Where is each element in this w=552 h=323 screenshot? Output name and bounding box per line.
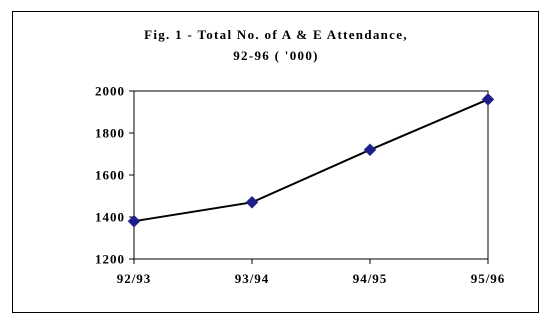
x-tick-label: 92/93 (117, 271, 152, 286)
y-tick-label: 2000 (95, 84, 125, 99)
y-tick-label: 1200 (95, 252, 125, 267)
chart-frame (12, 11, 539, 313)
data-point-marker (481, 93, 495, 106)
data-point-marker (127, 214, 141, 228)
x-tick-label: 94/95 (353, 271, 388, 286)
chart-title-line-2: 92-96 ( '000) (233, 48, 319, 63)
chart-title-line-1: Fig. 1 - Total No. of A & E Attendance, (144, 27, 408, 42)
series-layer (127, 93, 495, 228)
y-tick-label: 1400 (95, 210, 125, 225)
y-tick-label: 1600 (95, 168, 125, 183)
x-tick-label: 93/94 (235, 271, 270, 286)
x-tick-label: 95/96 (471, 271, 506, 286)
data-point-marker (363, 143, 377, 157)
x-axis: 92/93 93/94 94/95 95/96 (117, 259, 506, 286)
data-point-marker (245, 195, 259, 209)
series-line (133, 98, 489, 223)
y-tick-label: 1800 (95, 126, 125, 141)
y-axis: 1200 1400 1600 1800 2000 (95, 84, 134, 267)
